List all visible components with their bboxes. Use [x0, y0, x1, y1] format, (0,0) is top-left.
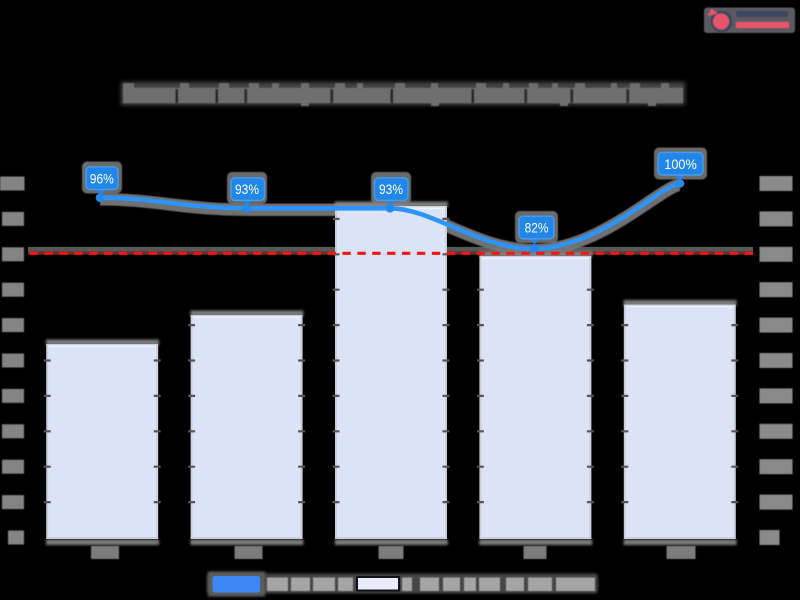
- svg-text:82%: 82%: [525, 220, 549, 236]
- svg-text:100%: 100%: [664, 157, 697, 173]
- svg-text:93%: 93%: [379, 181, 403, 197]
- svg-text:93%: 93%: [235, 181, 259, 197]
- svg-text:96%: 96%: [90, 171, 114, 187]
